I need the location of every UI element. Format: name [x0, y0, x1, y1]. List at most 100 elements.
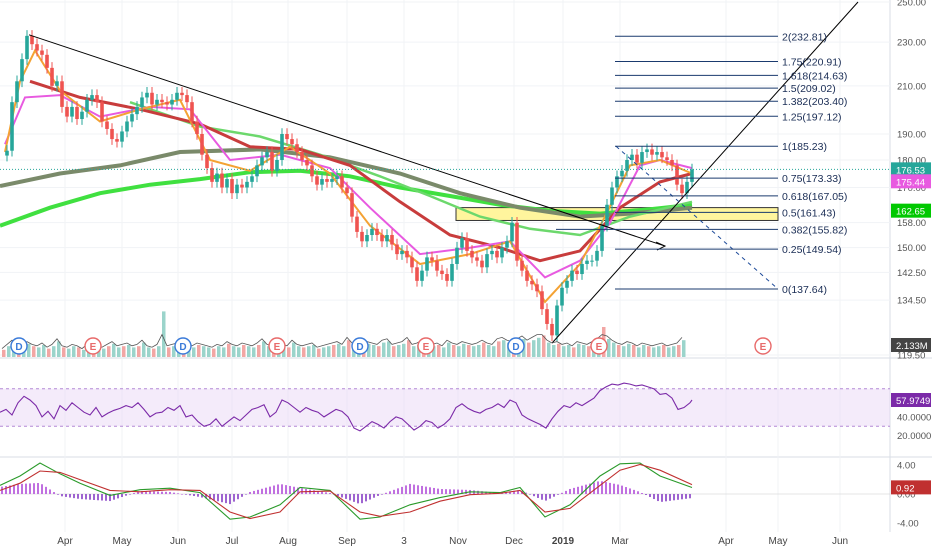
candle-body	[50, 67, 54, 86]
candle-body	[690, 169, 694, 182]
volume-bar	[307, 346, 311, 357]
price-tag	[891, 203, 931, 218]
macd-histogram-bar	[181, 494, 183, 495]
fib-level-label: 1.618(214.63)	[782, 70, 847, 82]
x-tick-label: Jul	[226, 536, 239, 547]
price-tag-label: 175.44	[896, 177, 925, 188]
macd-histogram-bar	[281, 484, 283, 494]
volume-bar	[557, 343, 561, 357]
macd-histogram-bar	[489, 491, 491, 494]
macd-histogram-bar	[553, 494, 555, 497]
volume-bar	[627, 343, 631, 357]
volume-bar	[527, 342, 531, 357]
candle-body	[460, 238, 464, 248]
candle-body	[420, 270, 424, 281]
candle-body	[55, 81, 59, 86]
candle-body	[210, 168, 214, 182]
volume-bar	[322, 347, 326, 357]
x-tick-label: 3	[401, 536, 407, 547]
macd-histogram-bar	[341, 494, 343, 498]
downtrend-line	[28, 34, 666, 247]
volume-bar	[67, 348, 71, 357]
x-tick-label: May	[769, 536, 788, 547]
fib-level-label: 1(185.23)	[782, 141, 827, 153]
x-tick-label: Nov	[449, 536, 467, 547]
macd-histogram-bar	[225, 494, 227, 504]
volume-bar	[472, 346, 476, 357]
macd-histogram-bar	[201, 494, 203, 498]
macd-histogram-bar	[157, 491, 159, 494]
candle-body	[315, 176, 319, 185]
macd-histogram-bar	[377, 494, 379, 496]
macd-histogram-bar	[185, 494, 187, 495]
candle-body	[190, 102, 194, 122]
candle-body	[505, 241, 509, 248]
candle-body	[285, 133, 289, 140]
volume-bar	[82, 349, 86, 357]
price-tag	[891, 393, 931, 407]
macd-histogram-bar	[625, 487, 627, 494]
x-tick-label: Jun	[832, 536, 848, 547]
candle-body	[570, 270, 574, 281]
macd-histogram-bar	[313, 490, 315, 494]
candle-body	[510, 222, 514, 242]
macd-histogram-bar	[249, 491, 251, 494]
macd-histogram-bar	[353, 494, 355, 502]
rsi-band	[0, 388, 890, 427]
macd-pane[interactable]	[0, 462, 890, 520]
candle-body	[140, 97, 144, 107]
macd-histogram-bar	[433, 487, 435, 494]
x-tick-label: Aug	[279, 536, 297, 547]
candle-body	[235, 184, 239, 194]
macd-histogram-bar	[117, 494, 119, 499]
candle-body	[645, 149, 649, 153]
signal-line	[0, 463, 693, 520]
volume-bar	[52, 346, 56, 357]
candle-body	[245, 181, 249, 188]
volume-bar	[637, 347, 641, 357]
macd-histogram-bar	[37, 483, 39, 494]
candle-body	[95, 95, 99, 103]
event-marker-label: E	[423, 342, 430, 353]
volume-bar	[612, 342, 616, 357]
macd-histogram-bar	[457, 489, 459, 494]
macd-histogram-bar	[81, 494, 83, 500]
macd-histogram-bar	[637, 491, 639, 494]
candle-body	[495, 250, 499, 258]
volume-bar	[122, 346, 126, 357]
volume-bar	[267, 346, 271, 357]
macd-histogram-bar	[129, 494, 131, 495]
x-tick-label: Jun	[170, 536, 186, 547]
event-marker-label: D	[15, 342, 22, 353]
candle-body	[655, 152, 659, 155]
price-pane[interactable]	[0, 1, 890, 344]
candle-body	[70, 106, 74, 117]
price-tag	[891, 174, 931, 189]
candle-body	[480, 260, 484, 268]
candle-body	[10, 102, 14, 151]
rsi-pane[interactable]	[0, 382, 890, 432]
volume-bar	[452, 345, 456, 357]
volume-bar	[547, 342, 551, 357]
candle-body	[340, 176, 344, 188]
macd-histogram-bar	[417, 485, 419, 494]
candle-body	[90, 95, 94, 100]
macd-histogram-bar	[161, 491, 163, 494]
candle-body	[625, 159, 629, 171]
volume-bar	[482, 342, 486, 357]
volume-bar	[37, 347, 41, 357]
volume-bar	[2, 349, 6, 357]
macd-histogram-bar	[465, 489, 467, 494]
candle-body	[395, 244, 399, 255]
macd-histogram-bar	[565, 490, 567, 494]
macd-histogram-bar	[321, 491, 323, 494]
candle-body	[385, 235, 389, 242]
macd-histogram-bar	[689, 494, 691, 499]
candle-body	[280, 133, 284, 160]
candle-body	[550, 323, 554, 336]
macd-histogram-bar	[657, 494, 659, 502]
macd-histogram-bar	[165, 491, 167, 494]
candle-body	[540, 291, 544, 310]
macd-histogram-bar	[101, 494, 103, 501]
event-marker-label: D	[356, 342, 363, 353]
